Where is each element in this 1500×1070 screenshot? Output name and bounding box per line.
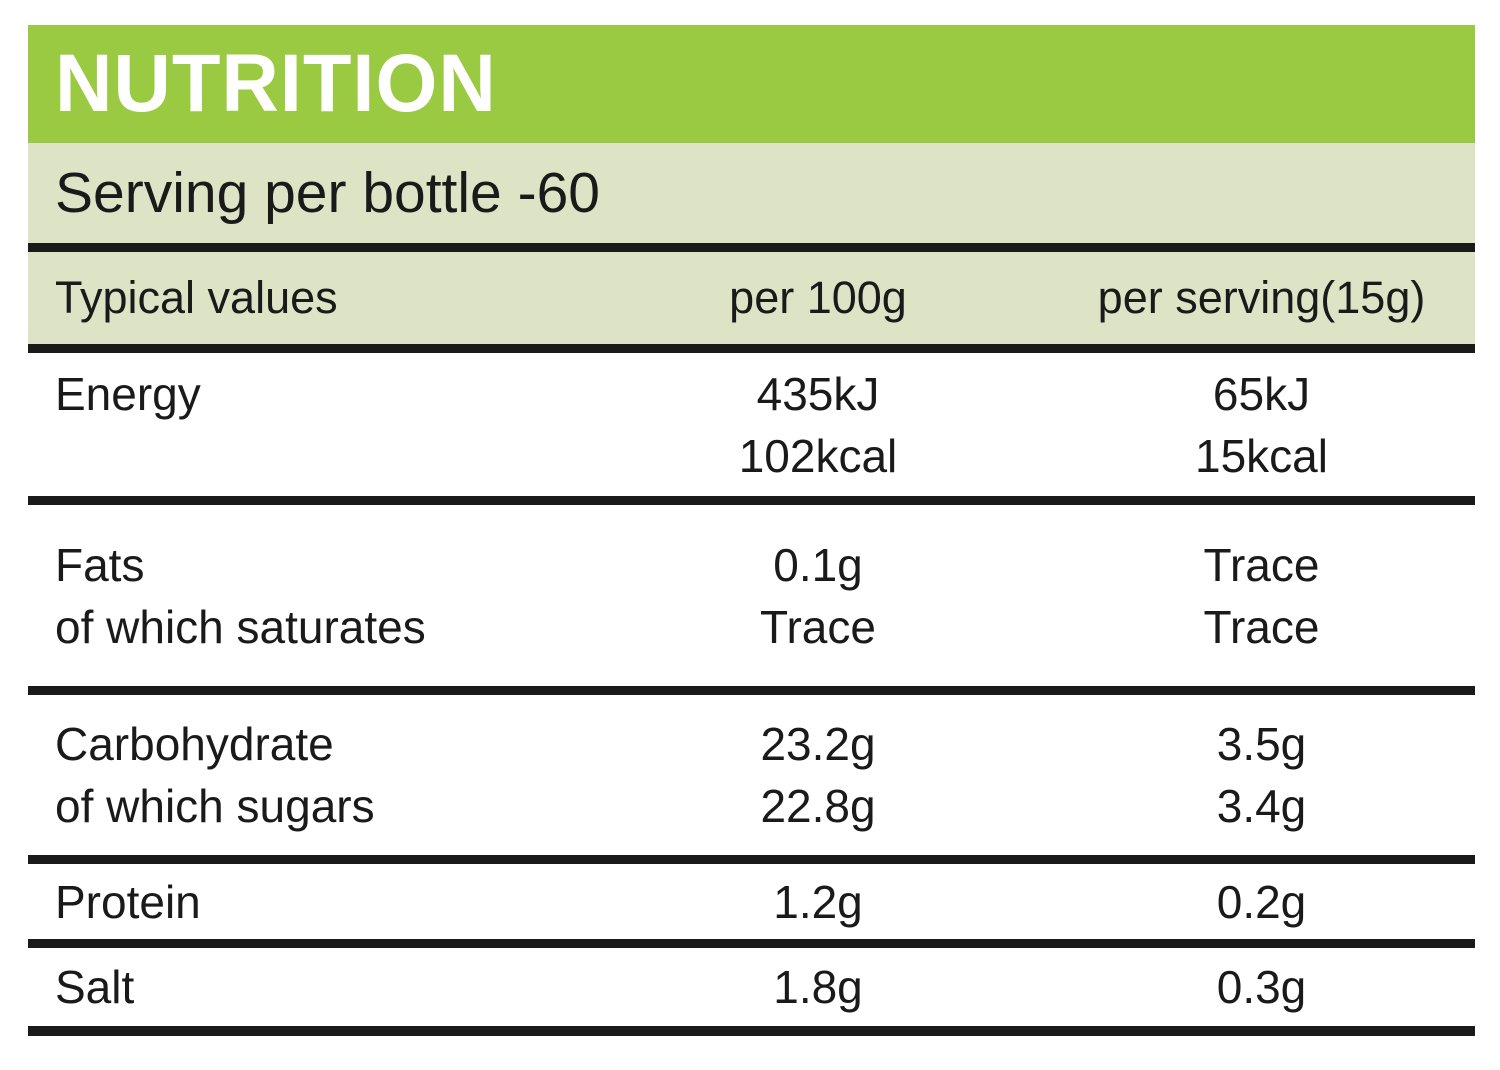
nutrient-name: Energy	[28, 363, 588, 487]
nutrient-name: Fats of which saturates	[28, 534, 588, 658]
value-per-serving: 0.2g	[1216, 875, 1307, 928]
serving-per-bottle-text: Serving per bottle -60	[55, 161, 600, 225]
nutrient-name-line: Energy	[55, 367, 201, 420]
value-line: Trace	[1203, 600, 1320, 653]
value-line: 435kJ	[756, 367, 880, 420]
column-header-typical-values: Typical values	[55, 272, 338, 323]
value-line: 0.1g	[773, 538, 863, 591]
value-per-100g: 435kJ 102kcal	[588, 363, 1048, 487]
divider-rule	[28, 939, 1475, 948]
value-line: Trace	[1203, 538, 1320, 591]
value-per-serving: 3.5g 3.4g	[1048, 713, 1475, 837]
value-line: Trace	[760, 600, 876, 653]
divider-rule	[28, 496, 1475, 505]
column-header-per-serving: per serving(15g)	[1097, 272, 1426, 323]
value-per-serving: 65kJ 15kcal	[1048, 363, 1475, 487]
divider-rule	[28, 855, 1475, 864]
value-per-100g: 1.8g	[773, 961, 863, 1013]
value-per-100g: 0.1g Trace	[588, 534, 1048, 658]
value-line: 15kcal	[1195, 429, 1328, 482]
column-header-row: Typical values per 100g per serving(15g)	[28, 252, 1475, 344]
divider-rule	[28, 686, 1475, 695]
value-per-serving: 0.3g	[1216, 961, 1307, 1013]
value-line: 23.2g	[760, 718, 876, 770]
value-line: 102kcal	[738, 429, 898, 482]
nutrient-name-line: of which sugars	[55, 780, 375, 832]
nutrient-name-line: Fats	[55, 538, 145, 591]
value-line: 3.4g	[1216, 780, 1307, 832]
value-per-serving: Trace Trace	[1048, 534, 1475, 658]
row-energy: Energy 435kJ 102kcal 65kJ 15kcal	[28, 353, 1475, 496]
divider-rule	[28, 1026, 1475, 1036]
serving-per-bottle-band: Serving per bottle -60	[28, 143, 1475, 243]
nutrition-title: NUTRITION	[55, 38, 497, 129]
column-header-per-100g: per 100g	[729, 272, 907, 323]
divider-rule	[28, 344, 1475, 353]
row-carbohydrate: Carbohydrate of which sugars 23.2g 22.8g…	[28, 695, 1475, 855]
value-per-100g: 1.2g	[773, 875, 863, 928]
nutrient-name: Salt	[55, 961, 135, 1013]
value-line: 22.8g	[760, 780, 876, 832]
value-line: 65kJ	[1212, 367, 1311, 420]
nutrient-name: Protein	[55, 875, 201, 928]
value-per-100g: 23.2g 22.8g	[588, 713, 1048, 837]
divider-rule	[28, 243, 1475, 252]
nutrient-name-line: of which saturates	[55, 600, 426, 653]
row-fats: Fats of which saturates 0.1g Trace Trace…	[28, 505, 1475, 686]
row-protein: Protein 1.2g 0.2g	[28, 864, 1475, 939]
nutrient-name-line: Carbohydrate	[55, 718, 334, 770]
nutrition-title-bar: NUTRITION	[28, 25, 1475, 143]
nutrient-name: Carbohydrate of which sugars	[28, 713, 588, 837]
value-line: 3.5g	[1216, 718, 1307, 770]
nutrition-label: NUTRITION Serving per bottle -60 Typical…	[28, 25, 1475, 1036]
row-salt: Salt 1.8g 0.3g	[28, 948, 1475, 1026]
